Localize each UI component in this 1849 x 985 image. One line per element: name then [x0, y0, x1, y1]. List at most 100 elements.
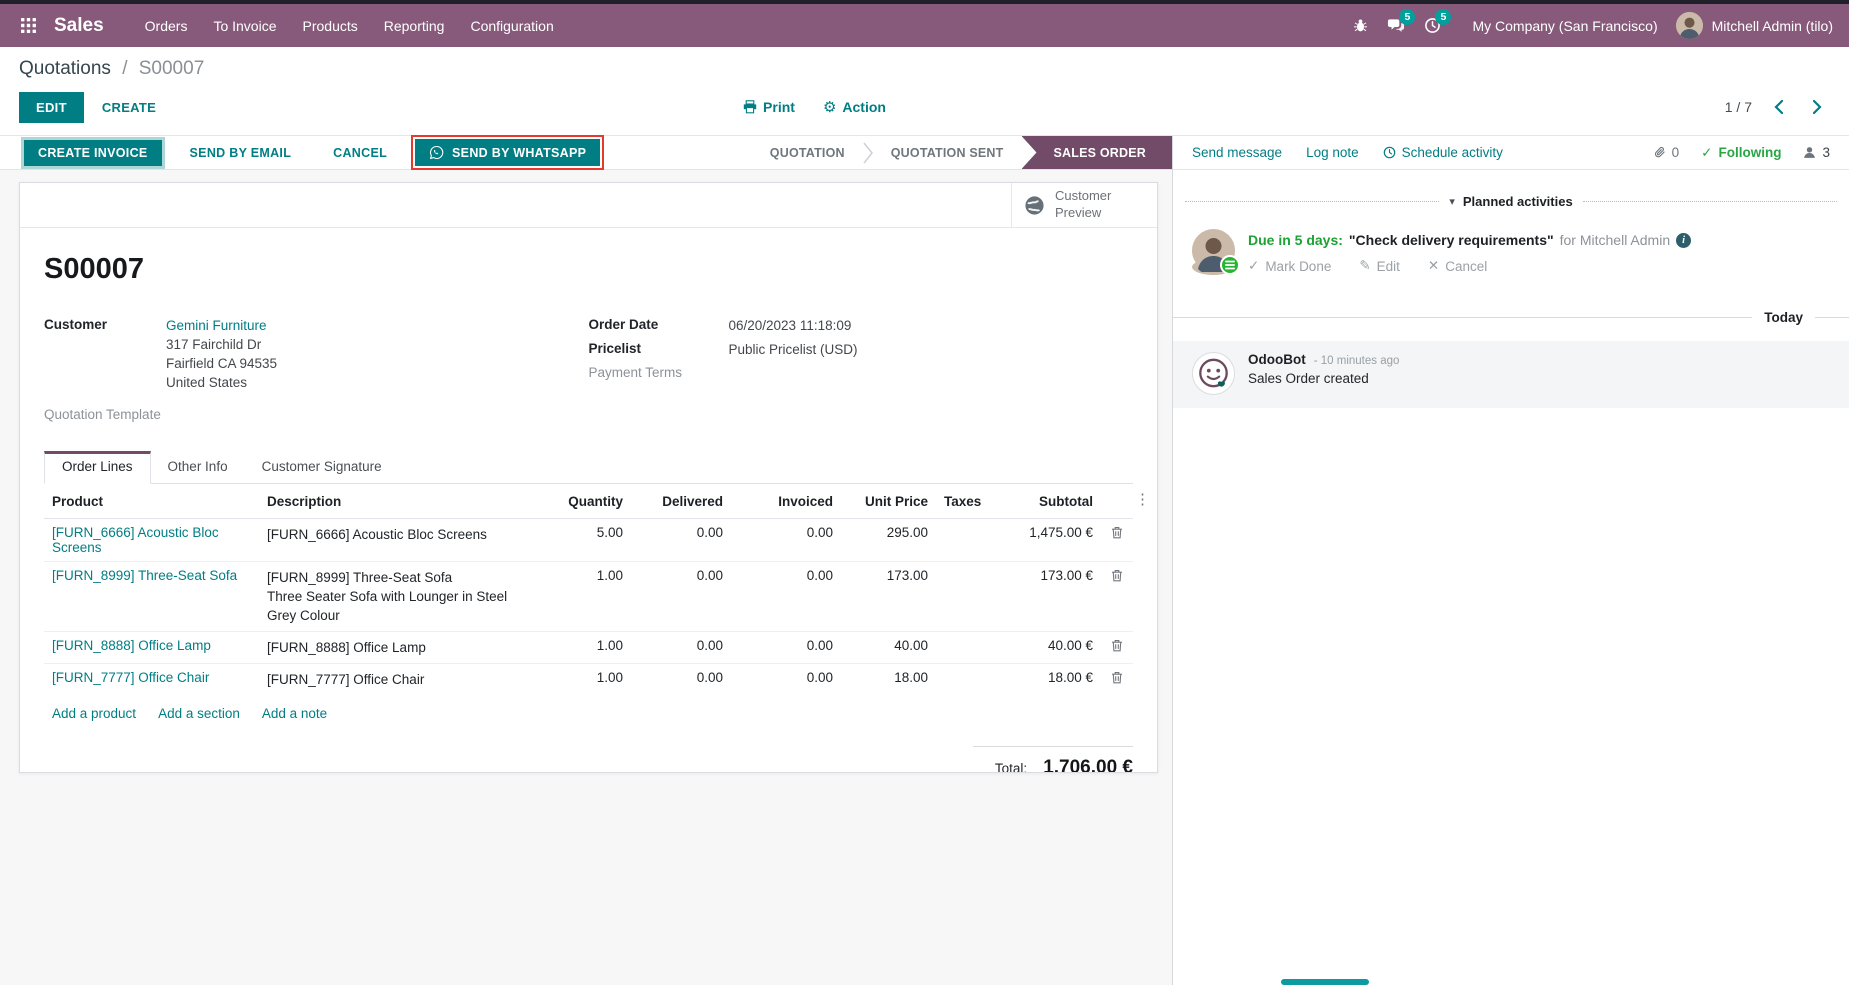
- order-line-row[interactable]: [FURN_8999] Three-Seat Sofa [FURN_8999] T…: [44, 561, 1133, 632]
- line-description-cell: [FURN_7777] Office Chair: [259, 663, 546, 695]
- chatter-toolbar-right: 0 ✓ Following 3: [1653, 145, 1830, 161]
- product-link[interactable]: [FURN_8888] Office Lamp: [52, 638, 211, 653]
- customer-link[interactable]: Gemini Furniture: [166, 318, 267, 333]
- separator-line-left: [1173, 317, 1753, 318]
- attachments-button[interactable]: 0: [1653, 145, 1680, 160]
- column-header-unit-price[interactable]: Unit Price: [841, 484, 936, 519]
- line-subtotal: 18.00 €: [991, 663, 1101, 695]
- delete-line-button[interactable]: [1109, 638, 1125, 656]
- mark-done-button[interactable]: ✓ Mark Done: [1248, 258, 1331, 274]
- pager-value: 1 / 7: [1724, 99, 1752, 115]
- status-separator-chevron-icon: [863, 136, 873, 169]
- user-menu[interactable]: Mitchell Admin (tilo): [1675, 12, 1833, 39]
- column-header-subtotal[interactable]: Subtotal: [991, 484, 1101, 519]
- debug-bug-icon[interactable]: [1342, 10, 1378, 42]
- planned-activities-title: Planned activities: [1462, 194, 1573, 209]
- print-button[interactable]: Print: [743, 99, 795, 115]
- schedule-activity-button[interactable]: Schedule activity: [1383, 145, 1503, 160]
- create-button[interactable]: CREATE: [90, 93, 168, 122]
- bug-icon: [1354, 19, 1367, 32]
- chatter-message: OdooBot - 10 minutes ago Sales Order cre…: [1173, 341, 1849, 408]
- horizontal-scrollbar-thumb[interactable]: [1281, 979, 1369, 985]
- delete-line-button[interactable]: [1109, 670, 1125, 688]
- apps-menu-icon[interactable]: [10, 8, 46, 44]
- form-sheet: Customer Preview S00007 Customer Gemini …: [19, 182, 1158, 773]
- description-line: [FURN_6666] Acoustic Bloc Screens: [267, 527, 487, 542]
- breadcrumb-quotations-link[interactable]: Quotations: [19, 58, 111, 79]
- description-line: [FURN_8888] Office Lamp: [267, 640, 426, 655]
- tab-other-info[interactable]: Other Info: [167, 459, 228, 474]
- menu-item-configuration[interactable]: Configuration: [470, 17, 554, 34]
- product-link[interactable]: [FURN_6666] Acoustic Bloc Screens: [52, 525, 219, 555]
- tab-customer-signature[interactable]: Customer Signature: [261, 459, 382, 474]
- line-taxes: [936, 561, 991, 632]
- payment-terms-field[interactable]: Payment Terms: [589, 364, 1134, 380]
- menu-item-to-invoice[interactable]: To Invoice: [213, 17, 277, 34]
- company-switcher[interactable]: My Company (San Francisco): [1472, 17, 1658, 34]
- create-invoice-button[interactable]: CREATE INVOICE: [24, 139, 162, 166]
- delete-line-button[interactable]: [1109, 568, 1125, 586]
- product-link[interactable]: [FURN_7777] Office Chair: [52, 670, 210, 685]
- line-actions-cell: [1101, 663, 1133, 695]
- gear-icon: ⚙: [822, 98, 837, 116]
- line-unit-price: 295.00: [886, 525, 928, 540]
- delete-line-button[interactable]: [1109, 525, 1125, 543]
- send-by-whatsapp-button[interactable]: SEND BY WHATSAPP: [415, 139, 601, 166]
- line-unit-price: 40.00: [841, 631, 936, 664]
- line-add-links: Add a product Add a section Add a note: [44, 695, 1133, 734]
- add-a-note-link[interactable]: Add a note: [261, 706, 328, 721]
- status-stage-quotation[interactable]: QUOTATION: [769, 145, 845, 160]
- tab-order-lines[interactable]: Order Lines: [44, 451, 151, 484]
- order-line-row[interactable]: [FURN_6666] Acoustic Bloc Screens [FURN_6…: [44, 519, 1133, 562]
- add-a-product-link[interactable]: Add a product: [52, 706, 137, 721]
- line-actions-cell: [1101, 631, 1133, 664]
- column-header-delivered[interactable]: Delivered: [631, 484, 731, 519]
- planned-activities-toggle[interactable]: ▾ Planned activities: [1449, 194, 1572, 209]
- column-header-quantity[interactable]: Quantity: [546, 484, 631, 519]
- column-header-description[interactable]: Description: [259, 484, 546, 519]
- column-header-taxes[interactable]: Taxes: [936, 484, 991, 519]
- menu-item-products[interactable]: Products: [302, 17, 358, 34]
- payment-terms-label: Payment Terms: [588, 365, 683, 380]
- send-by-email-button[interactable]: SEND BY EMAIL: [176, 140, 306, 166]
- send-message-button[interactable]: Send message: [1192, 145, 1283, 160]
- product-link[interactable]: [FURN_8999] Three-Seat Sofa: [52, 568, 238, 583]
- status-stage-quotation-sent[interactable]: QUOTATION SENT: [890, 145, 1004, 160]
- activities-badge: 5: [1435, 8, 1452, 25]
- status-stage-sales-order[interactable]: SALES ORDER: [1021, 136, 1172, 169]
- app-brand[interactable]: Sales: [54, 14, 104, 36]
- activities-icon-button[interactable]: 5: [1414, 8, 1452, 42]
- menu-item-orders[interactable]: Orders: [144, 17, 188, 34]
- order-line-row[interactable]: [FURN_7777] Office Chair [FURN_7777] Offi…: [44, 663, 1133, 695]
- notebook-tabs: Order Lines Other Info Customer Signature: [44, 451, 1133, 484]
- action-button[interactable]: ⚙ Action: [823, 99, 886, 115]
- line-quantity: 1.00: [546, 631, 631, 664]
- activity-edit-button[interactable]: ✎ Edit: [1359, 258, 1400, 274]
- quotation-template-field[interactable]: Quotation Template: [44, 406, 589, 422]
- following-button[interactable]: ✓ Following: [1701, 145, 1781, 161]
- pager-previous-button[interactable]: [1766, 96, 1791, 118]
- add-a-section-link[interactable]: Add a section: [158, 706, 240, 721]
- optional-columns-kebab-icon[interactable]: ⋮: [1135, 491, 1150, 508]
- customer-preview-button[interactable]: Customer Preview: [1011, 183, 1157, 227]
- line-invoiced: 0.00: [806, 525, 833, 540]
- message-author[interactable]: OdooBot: [1248, 352, 1306, 367]
- line-actions-cell: [1101, 561, 1133, 632]
- line-quantity: 5.00: [596, 525, 623, 540]
- cancel-order-button[interactable]: CANCEL: [319, 140, 401, 166]
- menu-item-reporting[interactable]: Reporting: [383, 17, 445, 34]
- pager-next-button[interactable]: [1805, 96, 1830, 118]
- activity-cancel-button[interactable]: ✕ Cancel: [1428, 258, 1487, 274]
- main-content: CREATE INVOICE SEND BY EMAIL CANCEL SEND…: [0, 135, 1849, 985]
- order-line-row[interactable]: [FURN_8888] Office Lamp [FURN_8888] Offic…: [44, 631, 1133, 664]
- column-header-product[interactable]: Product: [44, 484, 259, 519]
- activity-avatar-wrap: [1192, 229, 1240, 276]
- followers-button[interactable]: 3: [1803, 145, 1830, 160]
- messages-icon-button[interactable]: 5: [1378, 8, 1416, 42]
- attachments-count: 0: [1671, 145, 1680, 160]
- column-header-invoiced[interactable]: Invoiced: [731, 484, 841, 519]
- edit-button[interactable]: EDIT: [19, 91, 84, 123]
- info-icon[interactable]: i: [1676, 232, 1692, 248]
- log-note-button[interactable]: Log note: [1306, 145, 1359, 160]
